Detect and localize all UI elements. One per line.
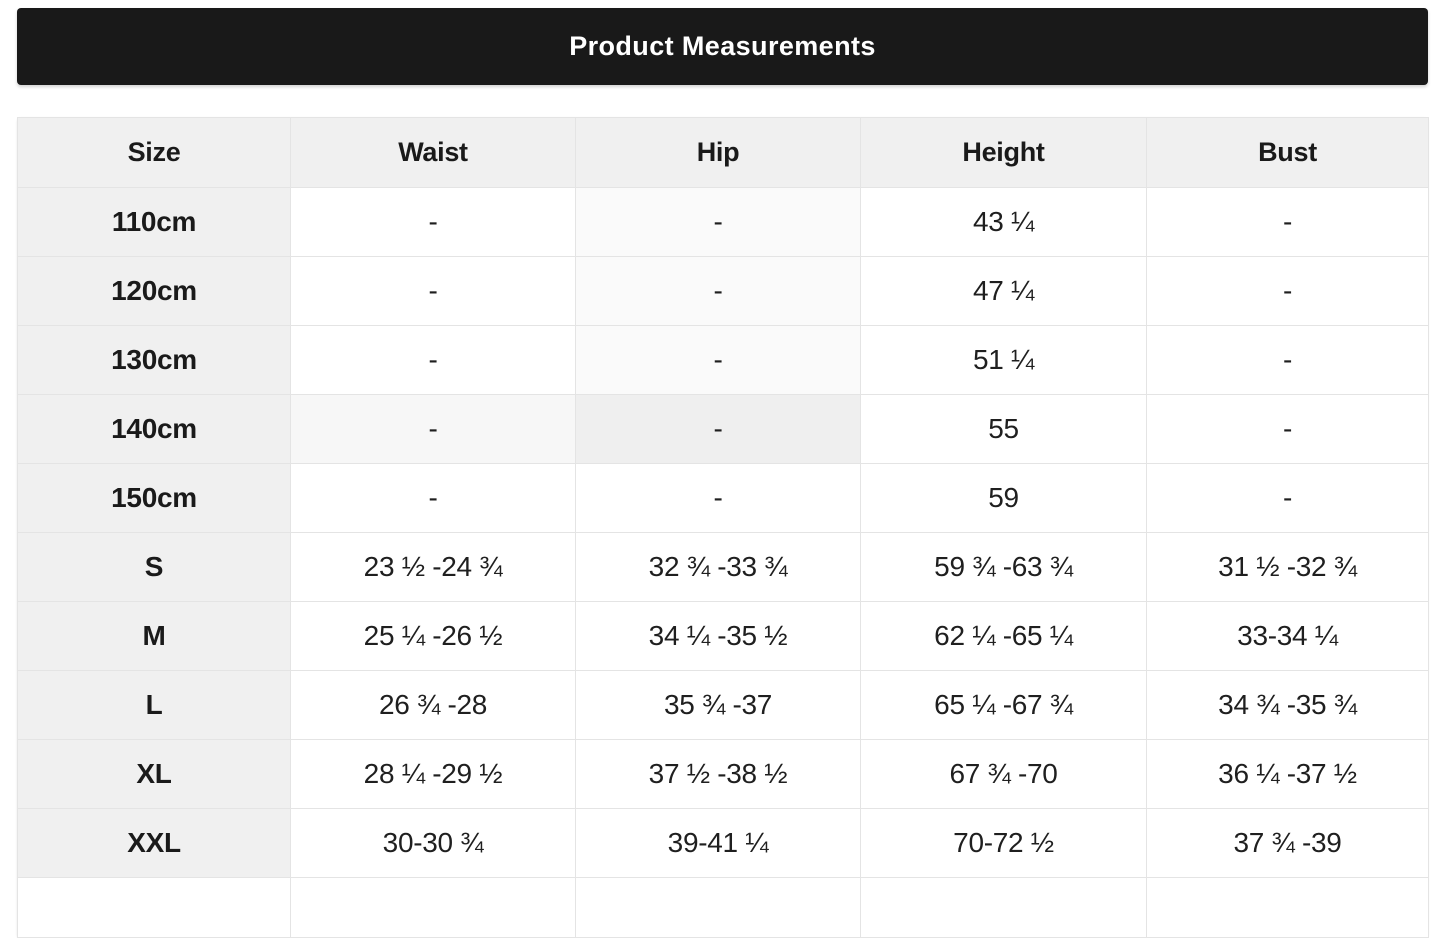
- waist-cell: -: [290, 325, 576, 395]
- waist-cell: -: [290, 394, 576, 464]
- table-row-cutoff: [17, 877, 1429, 938]
- size-cell: 150cm: [17, 463, 291, 533]
- hip-cell: 35 ¾ -37: [575, 670, 861, 740]
- bust-cell: -: [1146, 256, 1429, 326]
- size-cell: XXL: [17, 808, 291, 878]
- header-row: Size Waist Hip Height Bust: [17, 117, 1429, 188]
- waist-cell: 23 ½ -24 ¾: [290, 532, 576, 602]
- measurements-table-container: Size Waist Hip Height Bust 110cm - - 43 …: [17, 117, 1429, 938]
- size-cell: 110cm: [17, 187, 291, 257]
- table-row-110cm: 110cm - - 43 ¼ -: [17, 187, 1429, 257]
- table-row-l: L 26 ¾ -28 35 ¾ -37 65 ¼ -67 ¾ 34 ¾ -35 …: [17, 670, 1429, 740]
- size-cell: M: [17, 601, 291, 671]
- height-cell: 59 ¾ -63 ¾: [860, 532, 1147, 602]
- page-title: Product Measurements: [569, 31, 876, 61]
- height-cell: [860, 877, 1147, 938]
- height-cell: 51 ¼: [860, 325, 1147, 395]
- column-header-hip: Hip: [575, 117, 861, 188]
- table-row-s: S 23 ½ -24 ¾ 32 ¾ -33 ¾ 59 ¾ -63 ¾ 31 ½ …: [17, 532, 1429, 602]
- bust-cell: -: [1146, 463, 1429, 533]
- hip-cell: 39-41 ¼: [575, 808, 861, 878]
- bust-cell: 33-34 ¼: [1146, 601, 1429, 671]
- table-row-150cm: 150cm - - 59 -: [17, 463, 1429, 533]
- height-cell: 47 ¼: [860, 256, 1147, 326]
- size-cell: S: [17, 532, 291, 602]
- waist-cell: -: [290, 463, 576, 533]
- table-row-m: M 25 ¼ -26 ½ 34 ¼ -35 ½ 62 ¼ -65 ¼ 33-34…: [17, 601, 1429, 671]
- bust-cell: [1146, 877, 1429, 938]
- hip-cell: 34 ¼ -35 ½: [575, 601, 861, 671]
- hip-cell: -: [575, 187, 861, 257]
- bust-cell: -: [1146, 325, 1429, 395]
- hip-cell: -: [575, 256, 861, 326]
- hip-cell: -: [575, 463, 861, 533]
- column-header-height: Height: [860, 117, 1147, 188]
- column-header-size: Size: [17, 117, 291, 188]
- bust-cell: 37 ¾ -39: [1146, 808, 1429, 878]
- column-header-bust: Bust: [1146, 117, 1429, 188]
- height-cell: 65 ¼ -67 ¾: [860, 670, 1147, 740]
- height-cell: 70-72 ½: [860, 808, 1147, 878]
- table-row-xxl: XXL 30-30 ¾ 39-41 ¼ 70-72 ½ 37 ¾ -39: [17, 808, 1429, 878]
- hip-cell: [575, 877, 861, 938]
- waist-cell: -: [290, 187, 576, 257]
- hip-cell: 32 ¾ -33 ¾: [575, 532, 861, 602]
- height-cell: 62 ¼ -65 ¼: [860, 601, 1147, 671]
- measurements-table: Size Waist Hip Height Bust 110cm - - 43 …: [17, 117, 1429, 938]
- waist-cell: 30-30 ¾: [290, 808, 576, 878]
- hip-cell: 37 ½ -38 ½: [575, 739, 861, 809]
- waist-cell: 25 ¼ -26 ½: [290, 601, 576, 671]
- size-cell: L: [17, 670, 291, 740]
- column-header-waist: Waist: [290, 117, 576, 188]
- table-row-xl: XL 28 ¼ -29 ½ 37 ½ -38 ½ 67 ¾ -70 36 ¼ -…: [17, 739, 1429, 809]
- bust-cell: -: [1146, 187, 1429, 257]
- table-row-140cm: 140cm - - 55 -: [17, 394, 1429, 464]
- table-row-120cm: 120cm - - 47 ¼ -: [17, 256, 1429, 326]
- waist-cell: 28 ¼ -29 ½: [290, 739, 576, 809]
- size-cell: 130cm: [17, 325, 291, 395]
- waist-cell: [290, 877, 576, 938]
- height-cell: 59: [860, 463, 1147, 533]
- bust-cell: 36 ¼ -37 ½: [1146, 739, 1429, 809]
- height-cell: 67 ¾ -70: [860, 739, 1147, 809]
- waist-cell: -: [290, 256, 576, 326]
- bust-cell: 34 ¾ -35 ¾: [1146, 670, 1429, 740]
- size-cell: 120cm: [17, 256, 291, 326]
- size-cell: [17, 877, 291, 938]
- hip-cell: -: [575, 394, 861, 464]
- title-banner: Product Measurements: [17, 8, 1428, 85]
- bust-cell: 31 ½ -32 ¾: [1146, 532, 1429, 602]
- height-cell: 43 ¼: [860, 187, 1147, 257]
- size-cell: 140cm: [17, 394, 291, 464]
- waist-cell: 26 ¾ -28: [290, 670, 576, 740]
- hip-cell: -: [575, 325, 861, 395]
- bust-cell: -: [1146, 394, 1429, 464]
- size-cell: XL: [17, 739, 291, 809]
- height-cell: 55: [860, 394, 1147, 464]
- table-row-130cm: 130cm - - 51 ¼ -: [17, 325, 1429, 395]
